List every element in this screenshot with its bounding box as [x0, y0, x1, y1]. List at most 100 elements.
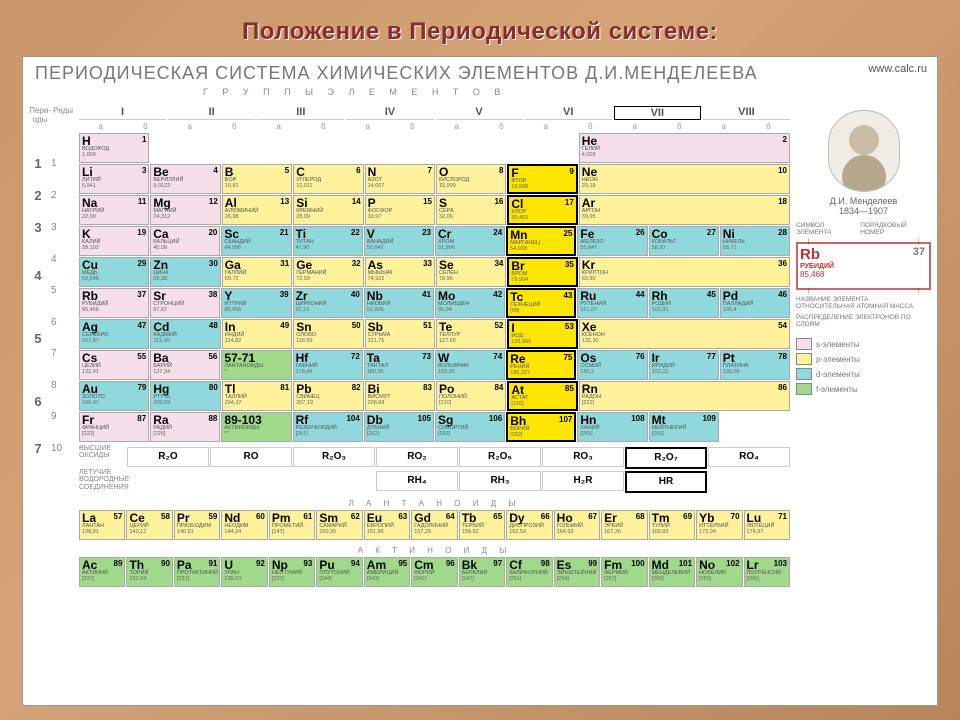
element-cell: Cd48КАДМИЙ112,40 — [150, 319, 220, 349]
oxide-row: R₂OROR₂O₃RO₂R₂O₅RO₃R₂O₇RO₄ — [127, 447, 790, 469]
element-cell: Br35БРОМ79,904 — [507, 257, 577, 287]
element-cell: Ho67ГОЛЬМИЙ164,93 — [554, 510, 600, 540]
element-cell: Pm61ПРОМЕТИЙ[147] — [269, 510, 315, 540]
element-cell: Nd60НЕОДИМ144,24 — [221, 510, 267, 540]
legend-swatch: f-элементы — [796, 383, 931, 395]
element-cell: Pa91ПРОТАКТИНИЙ[231] — [174, 557, 220, 587]
element-cell: O8КИСЛОРОД15,999 — [436, 164, 506, 194]
element-cell: Mg12МАГНИЙ24,312 — [150, 195, 220, 225]
ab-row: абабабабабабабаб — [79, 122, 790, 131]
legend-sym: Rb — [800, 246, 927, 263]
element-cell: U92УРАН238,03 — [221, 557, 267, 587]
element-cell: H1ВОДОРОД1,008 — [79, 133, 149, 163]
element-cell: I53ИОД126,905 — [507, 319, 577, 349]
element-cell: Ir77ИРИДИЙ192,22 — [649, 350, 719, 380]
element-cell: Mn25МАРГАНЕЦ54,938 — [506, 226, 576, 256]
legend-wt: 85,468 — [800, 270, 927, 279]
element-cell: Pb82СВИНЕЦ207,19 — [293, 381, 363, 411]
element-cell: La57ЛАНТАН138,91 — [79, 510, 125, 540]
element-cell: Au79ЗОЛОТО196,97 — [79, 381, 149, 411]
element-cell: Tb65ТЕРБИЙ158,92 — [459, 510, 505, 540]
periods-label: Пери-оды — [29, 106, 51, 124]
mendeleev-years: 1834—1907 — [796, 206, 931, 216]
element-cell — [293, 133, 363, 163]
element-cell: Cr24ХРОМ51,996 — [435, 226, 505, 256]
element-cell: Pr59ПРАЗЕОДИМ140,91 — [174, 510, 220, 540]
element-cell: Ac89АКТИНИЙ[227] — [79, 557, 125, 587]
element-cell: Re75РЕНИЙ186,207 — [506, 350, 576, 380]
element-cell: Ne10НЕОН20,18 — [579, 164, 790, 194]
element-cell: Rf104РЕЗЕРФОРДИЙ[261] — [293, 412, 363, 442]
element-cell: Se34СЕЛЕН78,96 — [436, 257, 506, 287]
element-cell: Fm100ФЕРМИЙ[257] — [601, 557, 647, 587]
element-cell: No102НОБЕЛИЙ[255] — [696, 557, 742, 587]
element-cell: Nb41НИОБИЙ92,906 — [364, 288, 434, 318]
element-cell: Ga31ГАЛЛИЙ69,72 — [222, 257, 292, 287]
lanthanoid-title: Л А Н Т А Н О И Д Ы — [79, 499, 790, 508]
rows-label: Ряды — [53, 106, 73, 124]
element-cell: He2ГЕЛИЙ4,003 — [579, 133, 790, 163]
element-cell: W74ВОЛЬФРАМ183,85 — [435, 350, 505, 380]
element-cell: Dy66ДИСПРОЗИЙ162,50 — [506, 510, 552, 540]
element-cell: Th90ТОРИЙ232,04 — [126, 557, 172, 587]
legend-dist-label: РАСПРЕДЕЛЕНИЕ ЭЛЕКТРОНОВ ПО СЛОЯМ — [796, 314, 931, 328]
element-cell: Es99ЭЙНШТЕЙНИЙ[254] — [554, 557, 600, 587]
element-cell: Pd46ПАЛЛАДИЙ106,4 — [720, 288, 790, 318]
element-cell: P15ФОСФОР30,97 — [365, 195, 435, 225]
legend-num: 37 — [913, 246, 925, 258]
element-cell: Kr36КРИПТОН83,80 — [579, 257, 790, 287]
element-cell: Cl17ХЛОР35,453 — [507, 195, 577, 225]
hydride-row: RH₄RH₃H₂RHR — [127, 471, 790, 493]
legend-swatch: s-элементы — [796, 338, 931, 350]
element-cell: Al13АЛЮМИНИЙ26,98 — [222, 195, 292, 225]
legend-swatch: p-элементы — [796, 353, 931, 365]
legend-sym-label: СИМВОЛ ЭЛЕМЕНТА — [796, 222, 860, 236]
element-cell: V23ВАНАДИЙ50,942 — [364, 226, 434, 256]
actinoid-row: Ac89АКТИНИЙ[227]Th90ТОРИЙ232,04Pa91ПРОТА… — [79, 557, 790, 587]
element-cell: Ra88РАДИЙ[226] — [150, 412, 220, 442]
element-cell: Ti22ТИТАН47,90 — [293, 226, 363, 256]
element-cell: Rb37РУБИДИЙ85,468 — [79, 288, 149, 318]
element-cell: Er68ЭРБИЙ167,26 — [601, 510, 647, 540]
element-cell: Bi83ВИСМУТ208,98 — [365, 381, 435, 411]
element-cell: Sb51СУРЬМА121,75 — [365, 319, 435, 349]
element-cell: 89-103АКТИНОИДЫ** — [221, 412, 291, 442]
element-cell: Cs55ЦЕЗИЙ132,91 — [79, 350, 149, 380]
element-cell: Bk97БЕРКЛИЙ[247] — [459, 557, 505, 587]
element-cell: Ca20КАЛЬЦИЙ40,08 — [150, 226, 220, 256]
element-cell: Hn108ХАНИЙ[265] — [577, 412, 647, 442]
element-cell: Fr87ФРАНЦИЙ[223] — [79, 412, 149, 442]
legend-sample-cell: ↓ ↓ Rb 37 РУБИДИЙ 85,468 ↑ ↑ — [796, 242, 931, 290]
element-cell: Tl81ТАЛЛИЙ204,37 — [222, 381, 292, 411]
element-cell: Fe26ЖЕЛЕЗО55,847 — [577, 226, 647, 256]
element-cell: Ce58ЦЕРИЙ140,12 — [126, 510, 172, 540]
element-cell: In49ИНДИЙ114,82 — [222, 319, 292, 349]
lanthanoid-row: La57ЛАНТАН138,91Ce58ЦЕРИЙ140,12Pr59ПРАЗЕ… — [79, 510, 790, 540]
element-cell: Te52ТЕЛЛУР127,60 — [436, 319, 506, 349]
element-cell: Db105ДУБНИЙ[262] — [364, 412, 434, 442]
legend-swatch: d-элементы — [796, 368, 931, 380]
oxide-label: ВЫСШИЕ ОКСИДЫ — [79, 445, 123, 469]
element-cell: Co27КОБАЛЬТ58,93 — [649, 226, 719, 256]
element-cell: Os76ОСМИЙ190,2 — [577, 350, 647, 380]
element-cell — [222, 133, 292, 163]
element-cell: Ge32ГЕРМАНИЙ72,59 — [293, 257, 363, 287]
legend-nm: РУБИДИЙ — [800, 263, 927, 270]
group-header: IIIIIIIVVVIVIIVIII — [79, 106, 790, 120]
actinoid-title: А К Т И Н О И Д Ы — [79, 546, 790, 555]
element-cell: Po84ПОЛОНИЙ[210] — [436, 381, 506, 411]
element-cell: Rh45РОДИЙ102,91 — [649, 288, 719, 318]
element-cell: Xe54КСЕНОН131,30 — [579, 319, 790, 349]
element-cell: Ni28НИКЕЛЬ58,71 — [720, 226, 790, 256]
table-area: IIIIIIIVVVIVIIVIII абабабабабабабаб H1ВО… — [79, 106, 790, 587]
element-cell: Si14КРЕМНИЙ28,09 — [293, 195, 363, 225]
element-cell: Zr40ЦИРКОНИЙ91,22 — [293, 288, 363, 318]
element-cell: Rn86РАДОН[222] — [579, 381, 790, 411]
element-cell: Np93НЕПТУНИЙ[237] — [269, 557, 315, 587]
legend-name-label: НАЗВАНИЕ ЭЛЕМЕНТА — [796, 296, 931, 303]
element-cell: Lr103ЛОУРЕНСИЙ[256] — [744, 557, 790, 587]
element-cell: Am95АМЕРИЦИЙ[243] — [364, 557, 410, 587]
element-cell: Sn50ОЛОВО118,69 — [293, 319, 363, 349]
element-cell: Ba56БАРИЙ137,34 — [150, 350, 220, 380]
element-cell: At85АСТАТ[210] — [507, 381, 577, 411]
